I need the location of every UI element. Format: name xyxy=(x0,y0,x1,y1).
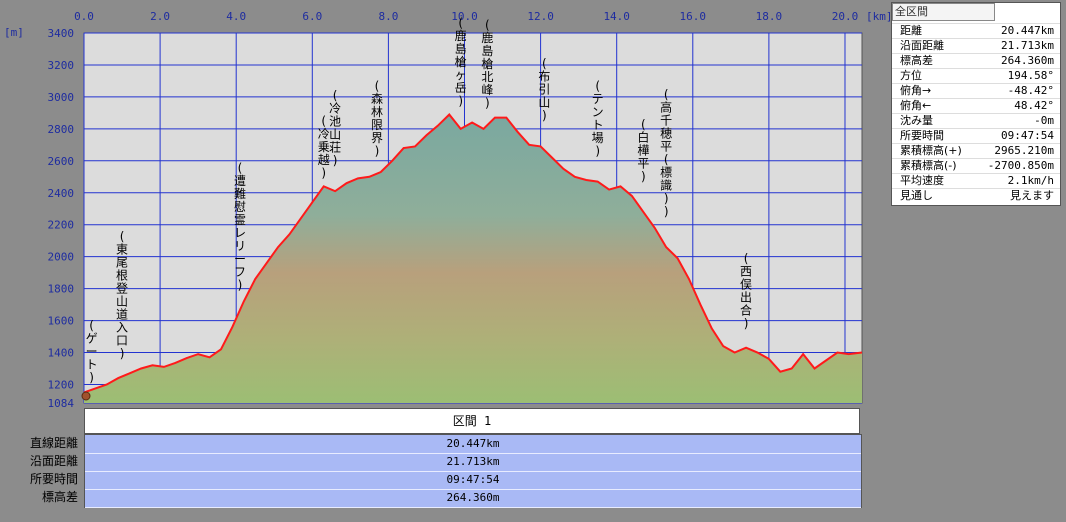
y-tick-label: 2400 xyxy=(48,187,75,200)
stats-value: 20.447km xyxy=(1001,24,1054,37)
stats-label: 俯角← xyxy=(900,99,932,112)
stats-value: 21.713km xyxy=(1001,39,1054,52)
x-tick-label: 20.0 xyxy=(832,10,859,23)
stats-label: 平均速度 xyxy=(900,174,944,187)
point-label: (白樺平) xyxy=(637,117,649,183)
x-tick-label: 16.0 xyxy=(680,10,707,23)
stats-label: 見通し xyxy=(900,189,933,202)
elevation-profile-chart: 0.0 2.0 4.0 6.0 8.0 10.0 12.0 14.0 16.0 18.0 20.0 … xyxy=(4,10,890,410)
point-label: (布引山) xyxy=(538,57,550,123)
point-label: (鹿島槍ヶ岳) xyxy=(455,16,467,108)
section-table: 20.447km 21.713km 09:47:54 264.360m xyxy=(84,434,862,508)
row-label-surface-distance: 沿面距離 xyxy=(29,454,78,468)
stats-row: 標高差 264.360m xyxy=(892,53,1060,68)
point-label: (森林限界) xyxy=(371,79,383,158)
table-row: 09:47:54 xyxy=(85,471,861,490)
point-label: (冷乗越) xyxy=(318,114,330,180)
row-label-duration: 所要時間 xyxy=(29,472,78,486)
y-tick-label: 2600 xyxy=(48,155,75,168)
stats-row: 俯角← 48.42° xyxy=(892,98,1060,113)
y-tick-label: 2800 xyxy=(48,123,75,136)
stats-value: -2700.850m xyxy=(987,159,1054,172)
x-tick-label: 0.0 xyxy=(74,10,94,23)
stats-panel: 全区間 距離 20.447km 沿面距離 21.713km 標高差 264.360m 方位 1… xyxy=(891,2,1061,206)
table-row: 21.713km xyxy=(85,453,861,472)
stats-row: 累積標高(-) -2700.850m xyxy=(892,158,1060,173)
stats-label: 累積標高(+) xyxy=(900,144,962,157)
point-label: (高千穂平(標識)) xyxy=(660,88,672,219)
stats-value: 264.360m xyxy=(1001,54,1054,67)
point-label: (東尾根登山道入口) xyxy=(116,230,128,361)
stats-row: 俯角→ -48.42° xyxy=(892,83,1060,98)
stats-row: 沿面距離 21.713km xyxy=(892,38,1060,53)
x-tick-label: 2.0 xyxy=(150,10,170,23)
y-tick-label: 1800 xyxy=(48,283,75,296)
stats-value: 194.58° xyxy=(1007,69,1054,82)
x-unit-label: [km] xyxy=(866,10,890,23)
stats-value: 2965.210m xyxy=(994,144,1054,157)
x-tick-label: 6.0 xyxy=(302,10,322,23)
stats-value: -48.42° xyxy=(1007,84,1054,97)
point-label: (西俣出合) xyxy=(740,251,752,330)
elevation-area xyxy=(84,114,862,403)
stats-label: 所要時間 xyxy=(900,129,944,142)
y-tick-label: 2200 xyxy=(48,219,75,232)
point-label: (テント場) xyxy=(592,79,604,158)
stats-label: 沿面距離 xyxy=(900,39,944,52)
y-tick-labels: 3400 3200 3000 2800 2600 2400 2200 2000 1800 1600… xyxy=(48,27,75,410)
section-header: 区間 1 xyxy=(84,408,860,434)
x-tick-label: 12.0 xyxy=(527,10,554,23)
x-tick-label: 8.0 xyxy=(378,10,398,23)
stats-row: 方位 194.58° xyxy=(892,68,1060,83)
stats-label: 沈み量 xyxy=(900,114,933,127)
x-tick-label: 4.0 xyxy=(226,10,246,23)
stats-label: 累積標高(-) xyxy=(900,159,957,172)
y-tick-label: 3200 xyxy=(48,59,75,72)
point-label: (鹿島槍北峰) xyxy=(481,18,493,110)
point-label: (冷池山荘) xyxy=(329,88,341,167)
stats-row: 距離 20.447km xyxy=(892,23,1060,38)
row-label-straight-distance: 直線距離 xyxy=(29,436,78,450)
x-tick-label: 14.0 xyxy=(603,10,630,23)
stats-row: 平均速度 2.1km/h xyxy=(892,173,1060,188)
y-tick-label: 1200 xyxy=(48,378,75,391)
y-tick-label: 1084 xyxy=(48,397,75,410)
table-row: 20.447km xyxy=(85,435,861,454)
y-tick-label: 3400 xyxy=(48,27,75,40)
stats-value: 2.1km/h xyxy=(1007,174,1054,187)
stats-value: 09:47:54 xyxy=(1001,129,1054,142)
x-tick-label: 18.0 xyxy=(756,10,783,23)
stats-value: 48.42° xyxy=(1014,99,1054,112)
start-marker xyxy=(81,391,91,401)
stats-label: 距離 xyxy=(900,24,922,37)
elevation-line xyxy=(83,112,863,394)
row-label-elevation-diff: 標高差 xyxy=(41,490,78,504)
stats-value: -0m xyxy=(1034,114,1054,127)
y-tick-label: 2000 xyxy=(48,251,75,264)
stats-row: 所要時間 09:47:54 xyxy=(892,128,1060,143)
stats-row: 沈み量 -0m xyxy=(892,113,1060,128)
y-tick-label: 1400 xyxy=(48,347,75,360)
point-label: (遭難慰霊レリーフ) xyxy=(234,161,246,292)
point-label: (ゲート) xyxy=(86,319,98,385)
y-tick-label: 3000 xyxy=(48,91,75,104)
stats-row: 累積標高(+) 2965.210m xyxy=(892,143,1060,158)
y-unit-label: [m] xyxy=(4,26,24,39)
stats-label: 方位 xyxy=(900,69,922,82)
stats-label: 俯角→ xyxy=(900,84,932,97)
stats-label: 標高差 xyxy=(900,54,933,67)
point-labels: (ゲート) (東尾根登山道入口) (遭難慰霊レリーフ) (冷乗越)(冷池山荘) (森林限… xyxy=(86,16,752,385)
x-tick-label: 10.0 xyxy=(451,10,478,23)
x-tick-labels: 0.0 2.0 4.0 6.0 8.0 10.0 12.0 14.0 16.0 18.0 20.0 xyxy=(74,10,858,23)
stats-title[interactable]: 全区間 xyxy=(892,3,995,21)
y-tick-label: 1600 xyxy=(48,315,75,328)
stats-row: 見通し 見えます xyxy=(892,188,1060,203)
stats-value: 見えます xyxy=(1010,189,1054,202)
table-row: 264.360m xyxy=(85,489,861,508)
